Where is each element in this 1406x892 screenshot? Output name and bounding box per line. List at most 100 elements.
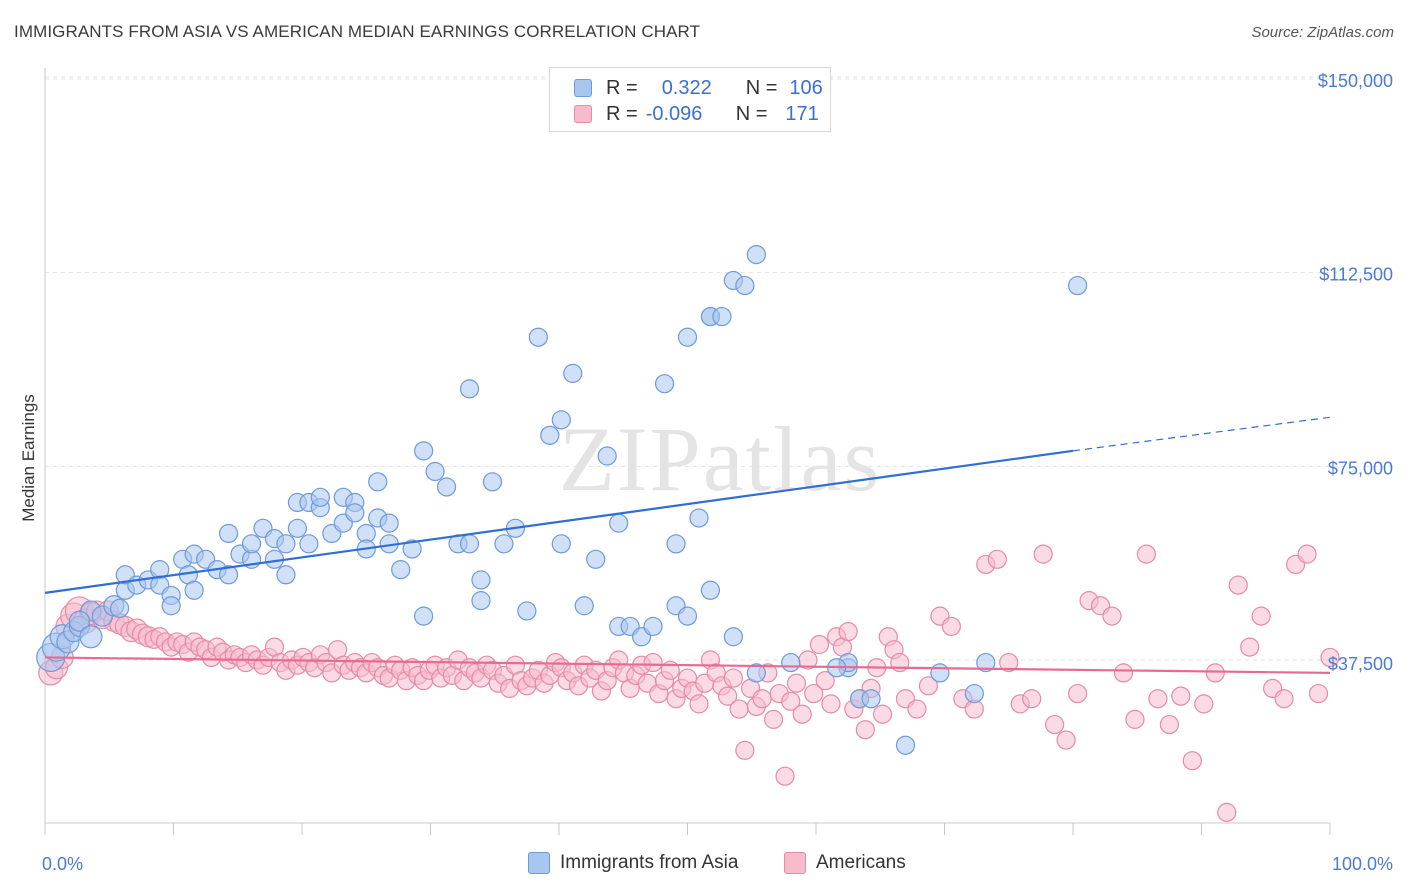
point-1-145 [872, 704, 893, 724]
y-tick-labels: $37,500 $75,000 $112,500 $150,000 [1318, 71, 1393, 674]
point-1-124 [752, 689, 772, 709]
legend-r-value: 0.322 [661, 76, 712, 99]
point-0-17 [161, 596, 181, 616]
point-1-134 [809, 634, 830, 655]
point-0-65 [517, 601, 537, 621]
point-0-87 [712, 306, 732, 327]
point-1-178 [1228, 575, 1248, 595]
legend-row-americans: R = -0.096 N = 171 [574, 101, 819, 127]
point-0-32 [276, 534, 296, 554]
point-0-66 [528, 327, 548, 347]
point-1-167 [1102, 606, 1122, 626]
point-1-172 [1159, 714, 1179, 735]
y-axis-title: Median Earnings [19, 394, 38, 522]
legend-r-label: R = [606, 76, 638, 99]
point-0-82 [677, 327, 698, 347]
y-tick-label-2: $112,500 [1319, 265, 1393, 285]
point-1-162 [1045, 714, 1065, 735]
bottom-legend-americans-label: Americans [816, 852, 906, 873]
point-1-174 [1182, 751, 1202, 771]
point-0-94 [895, 735, 916, 755]
point-0-72 [586, 549, 606, 569]
data-points [36, 244, 1340, 822]
point-1-179 [1240, 637, 1260, 657]
bottom-swatch-americans [784, 852, 806, 874]
point-0-55 [425, 461, 445, 482]
point-1-186 [1320, 647, 1340, 668]
point-1-130 [786, 673, 807, 693]
legend-n-value: 106 [789, 76, 823, 99]
bottom-legend-asia-label: Immigrants from Asia [560, 852, 739, 873]
point-0-37 [299, 534, 319, 554]
point-0-63 [494, 534, 514, 554]
point-1-139 [838, 621, 858, 642]
legend-swatch-asia [574, 79, 592, 97]
x-tick-label-1: 100.0% [1332, 854, 1393, 874]
point-1-153 [941, 616, 961, 637]
point-0-78 [643, 616, 663, 637]
point-1-158 [999, 652, 1019, 673]
point-0-59 [459, 534, 480, 554]
point-1-113 [689, 694, 709, 714]
point-1-120 [729, 699, 749, 719]
point-1-142 [855, 720, 875, 740]
bottom-legend-americans: Americans [784, 852, 906, 874]
point-0-70 [563, 363, 583, 383]
point-0-68 [551, 410, 571, 430]
point-0-61 [471, 570, 491, 590]
point-0-39 [310, 487, 330, 507]
legend-r-value: -0.096 [645, 102, 703, 125]
point-0-20 [184, 580, 204, 600]
axes [44, 68, 1331, 835]
point-0-97 [976, 652, 996, 673]
series-1 [38, 544, 1340, 822]
legend-n-label: N = [745, 76, 778, 99]
point-1-176 [1205, 663, 1225, 683]
point-1-133 [804, 683, 824, 704]
point-1-135 [815, 671, 835, 691]
point-1-164 [1067, 683, 1088, 704]
point-1-182 [1274, 689, 1294, 709]
y-tick-label-3: $150,000 [1318, 71, 1393, 91]
point-0-89 [735, 275, 755, 296]
point-0-58 [459, 379, 480, 399]
point-0-98 [1067, 275, 1088, 296]
y-tick-label-1: $75,000 [1328, 458, 1393, 478]
point-1-131 [792, 704, 812, 724]
point-0-93 [861, 689, 881, 709]
point-1-151 [918, 676, 939, 696]
point-0-103 [723, 627, 743, 647]
point-1-157 [987, 549, 1007, 569]
point-0-80 [666, 534, 686, 554]
point-0-51 [391, 560, 411, 580]
point-0-104 [677, 606, 698, 626]
point-0-56 [436, 477, 457, 497]
trend-line-0 [44, 449, 1074, 594]
point-1-129 [781, 691, 801, 711]
point-1-163 [1056, 730, 1076, 750]
point-0-106 [79, 625, 103, 649]
point-0-100 [781, 652, 801, 673]
point-0-24 [218, 565, 239, 585]
point-1-184 [1297, 544, 1317, 564]
point-0-34 [287, 518, 308, 538]
point-1-160 [1022, 689, 1042, 709]
point-0-33 [276, 565, 296, 585]
point-0-95 [930, 663, 950, 683]
point-0-60 [471, 591, 491, 611]
bottom-legend: Immigrants from Asia Americans [0, 852, 1406, 878]
point-0-105 [68, 610, 91, 632]
legend-box: R = 0.322 N = 106 R = -0.096 N = 171 [549, 67, 831, 132]
point-0-62 [482, 472, 503, 492]
bottom-swatch-asia [528, 852, 550, 874]
point-0-53 [414, 441, 434, 461]
point-1-171 [1148, 689, 1168, 709]
point-1-168 [1113, 663, 1134, 683]
trend-line-1 [44, 656, 1331, 675]
legend-n-value: 171 [785, 102, 819, 125]
point-0-99 [746, 663, 766, 683]
x-tick-label-0: 0.0% [42, 854, 83, 874]
point-0-10 [109, 598, 130, 618]
y-tick-label-0: $37,500 [1328, 654, 1393, 674]
trend-lines [44, 416, 1331, 675]
